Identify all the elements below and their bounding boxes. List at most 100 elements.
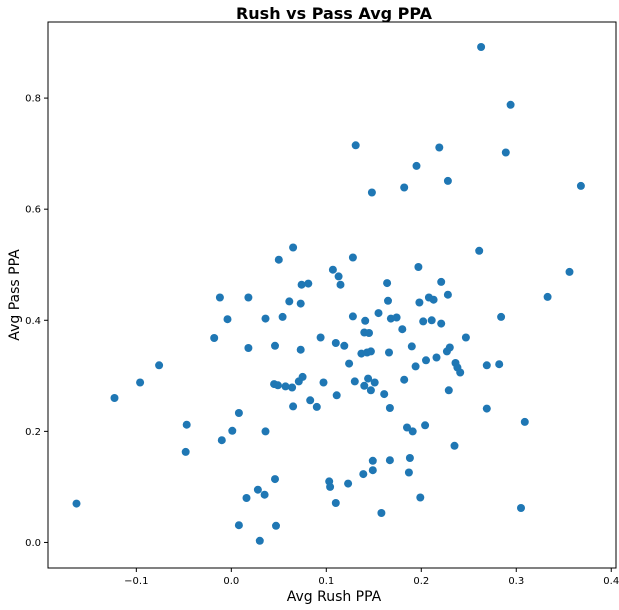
data-point <box>437 277 446 286</box>
data-point <box>345 359 354 368</box>
data-point <box>404 468 413 477</box>
data-point <box>403 423 411 432</box>
data-point <box>234 409 243 417</box>
data-point <box>432 353 441 362</box>
data-point <box>340 341 349 350</box>
y-tick-label: 0.8 <box>25 94 41 105</box>
data-point <box>289 243 298 252</box>
data-point <box>495 360 504 369</box>
data-point <box>364 374 373 383</box>
data-point <box>306 396 315 405</box>
data-point <box>334 272 343 281</box>
data-point <box>285 297 294 306</box>
y-axis-ticks: 0.0 0.2 0.4 0.6 0.8 <box>25 94 48 549</box>
data-point <box>244 293 253 302</box>
data-point <box>361 316 370 325</box>
data-point <box>377 509 386 517</box>
data-point <box>366 347 375 356</box>
data-point <box>506 100 515 109</box>
chart-title: Rush vs Pass Avg PPA <box>236 4 433 23</box>
data-point <box>411 362 420 371</box>
data-point <box>366 386 375 395</box>
data-point <box>296 345 305 354</box>
data-point <box>288 383 297 392</box>
data-point <box>336 280 345 289</box>
data-point <box>348 253 357 262</box>
data-point <box>228 426 237 435</box>
data-point <box>392 313 401 322</box>
data-point <box>234 521 243 530</box>
data-point <box>477 43 486 51</box>
data-point <box>260 490 269 499</box>
data-point <box>482 404 491 413</box>
data-point <box>443 290 452 299</box>
data-point <box>253 485 262 494</box>
points-layer <box>72 43 585 545</box>
data-point <box>543 292 552 301</box>
data-point <box>271 475 279 484</box>
data-point <box>215 293 224 302</box>
data-point <box>482 361 491 370</box>
data-point <box>416 493 425 502</box>
y-tick-label: 0.2 <box>25 427 41 438</box>
data-point <box>332 391 341 400</box>
data-point <box>304 279 313 288</box>
y-tick-label: 0.4 <box>25 316 41 327</box>
data-point <box>475 246 484 255</box>
data-point <box>272 521 280 530</box>
data-point <box>289 402 298 411</box>
y-axis-label: Avg Pass PPA <box>7 249 23 341</box>
data-point <box>351 141 360 150</box>
data-point <box>400 375 409 384</box>
data-point <box>576 181 585 190</box>
x-tick-label: 0.1 <box>318 576 334 587</box>
data-point <box>429 295 438 304</box>
data-point <box>328 265 337 274</box>
data-point <box>443 176 452 185</box>
data-point <box>374 309 383 318</box>
data-point <box>242 494 251 502</box>
data-point <box>331 499 340 507</box>
data-point <box>368 456 377 465</box>
data-point <box>316 333 325 342</box>
data-point <box>182 420 191 429</box>
data-point <box>419 317 428 326</box>
data-point <box>497 312 506 321</box>
data-point <box>405 454 414 462</box>
data-point <box>326 482 335 491</box>
data-point <box>348 312 357 321</box>
data-point <box>384 296 392 305</box>
x-tick-label: −0.1 <box>124 576 148 587</box>
data-point <box>281 382 290 391</box>
data-point <box>136 378 145 387</box>
y-tick-label: 0.0 <box>25 538 41 549</box>
data-point <box>501 148 510 157</box>
x-tick-label: 0.3 <box>508 576 524 587</box>
data-point <box>407 342 416 351</box>
data-point <box>517 504 525 512</box>
y-tick-label: 0.6 <box>25 205 41 216</box>
data-point <box>312 402 321 411</box>
data-point <box>278 312 287 321</box>
data-point <box>271 341 279 350</box>
data-point <box>427 316 436 325</box>
data-point <box>72 499 81 508</box>
data-point <box>461 333 470 342</box>
data-point <box>422 356 430 365</box>
x-tick-label: 0.2 <box>413 576 429 587</box>
data-point <box>217 436 226 445</box>
data-point <box>350 377 359 386</box>
data-point <box>415 298 424 307</box>
data-point <box>274 255 283 264</box>
x-tick-label: 0.0 <box>223 576 239 587</box>
data-point <box>383 279 392 288</box>
data-point <box>400 183 409 192</box>
x-axis-label: Avg Rush PPA <box>287 589 382 605</box>
data-point <box>255 536 264 545</box>
data-point <box>261 314 270 323</box>
data-point <box>261 427 270 436</box>
data-point <box>421 421 430 430</box>
data-point <box>110 394 119 402</box>
data-point <box>368 466 377 475</box>
